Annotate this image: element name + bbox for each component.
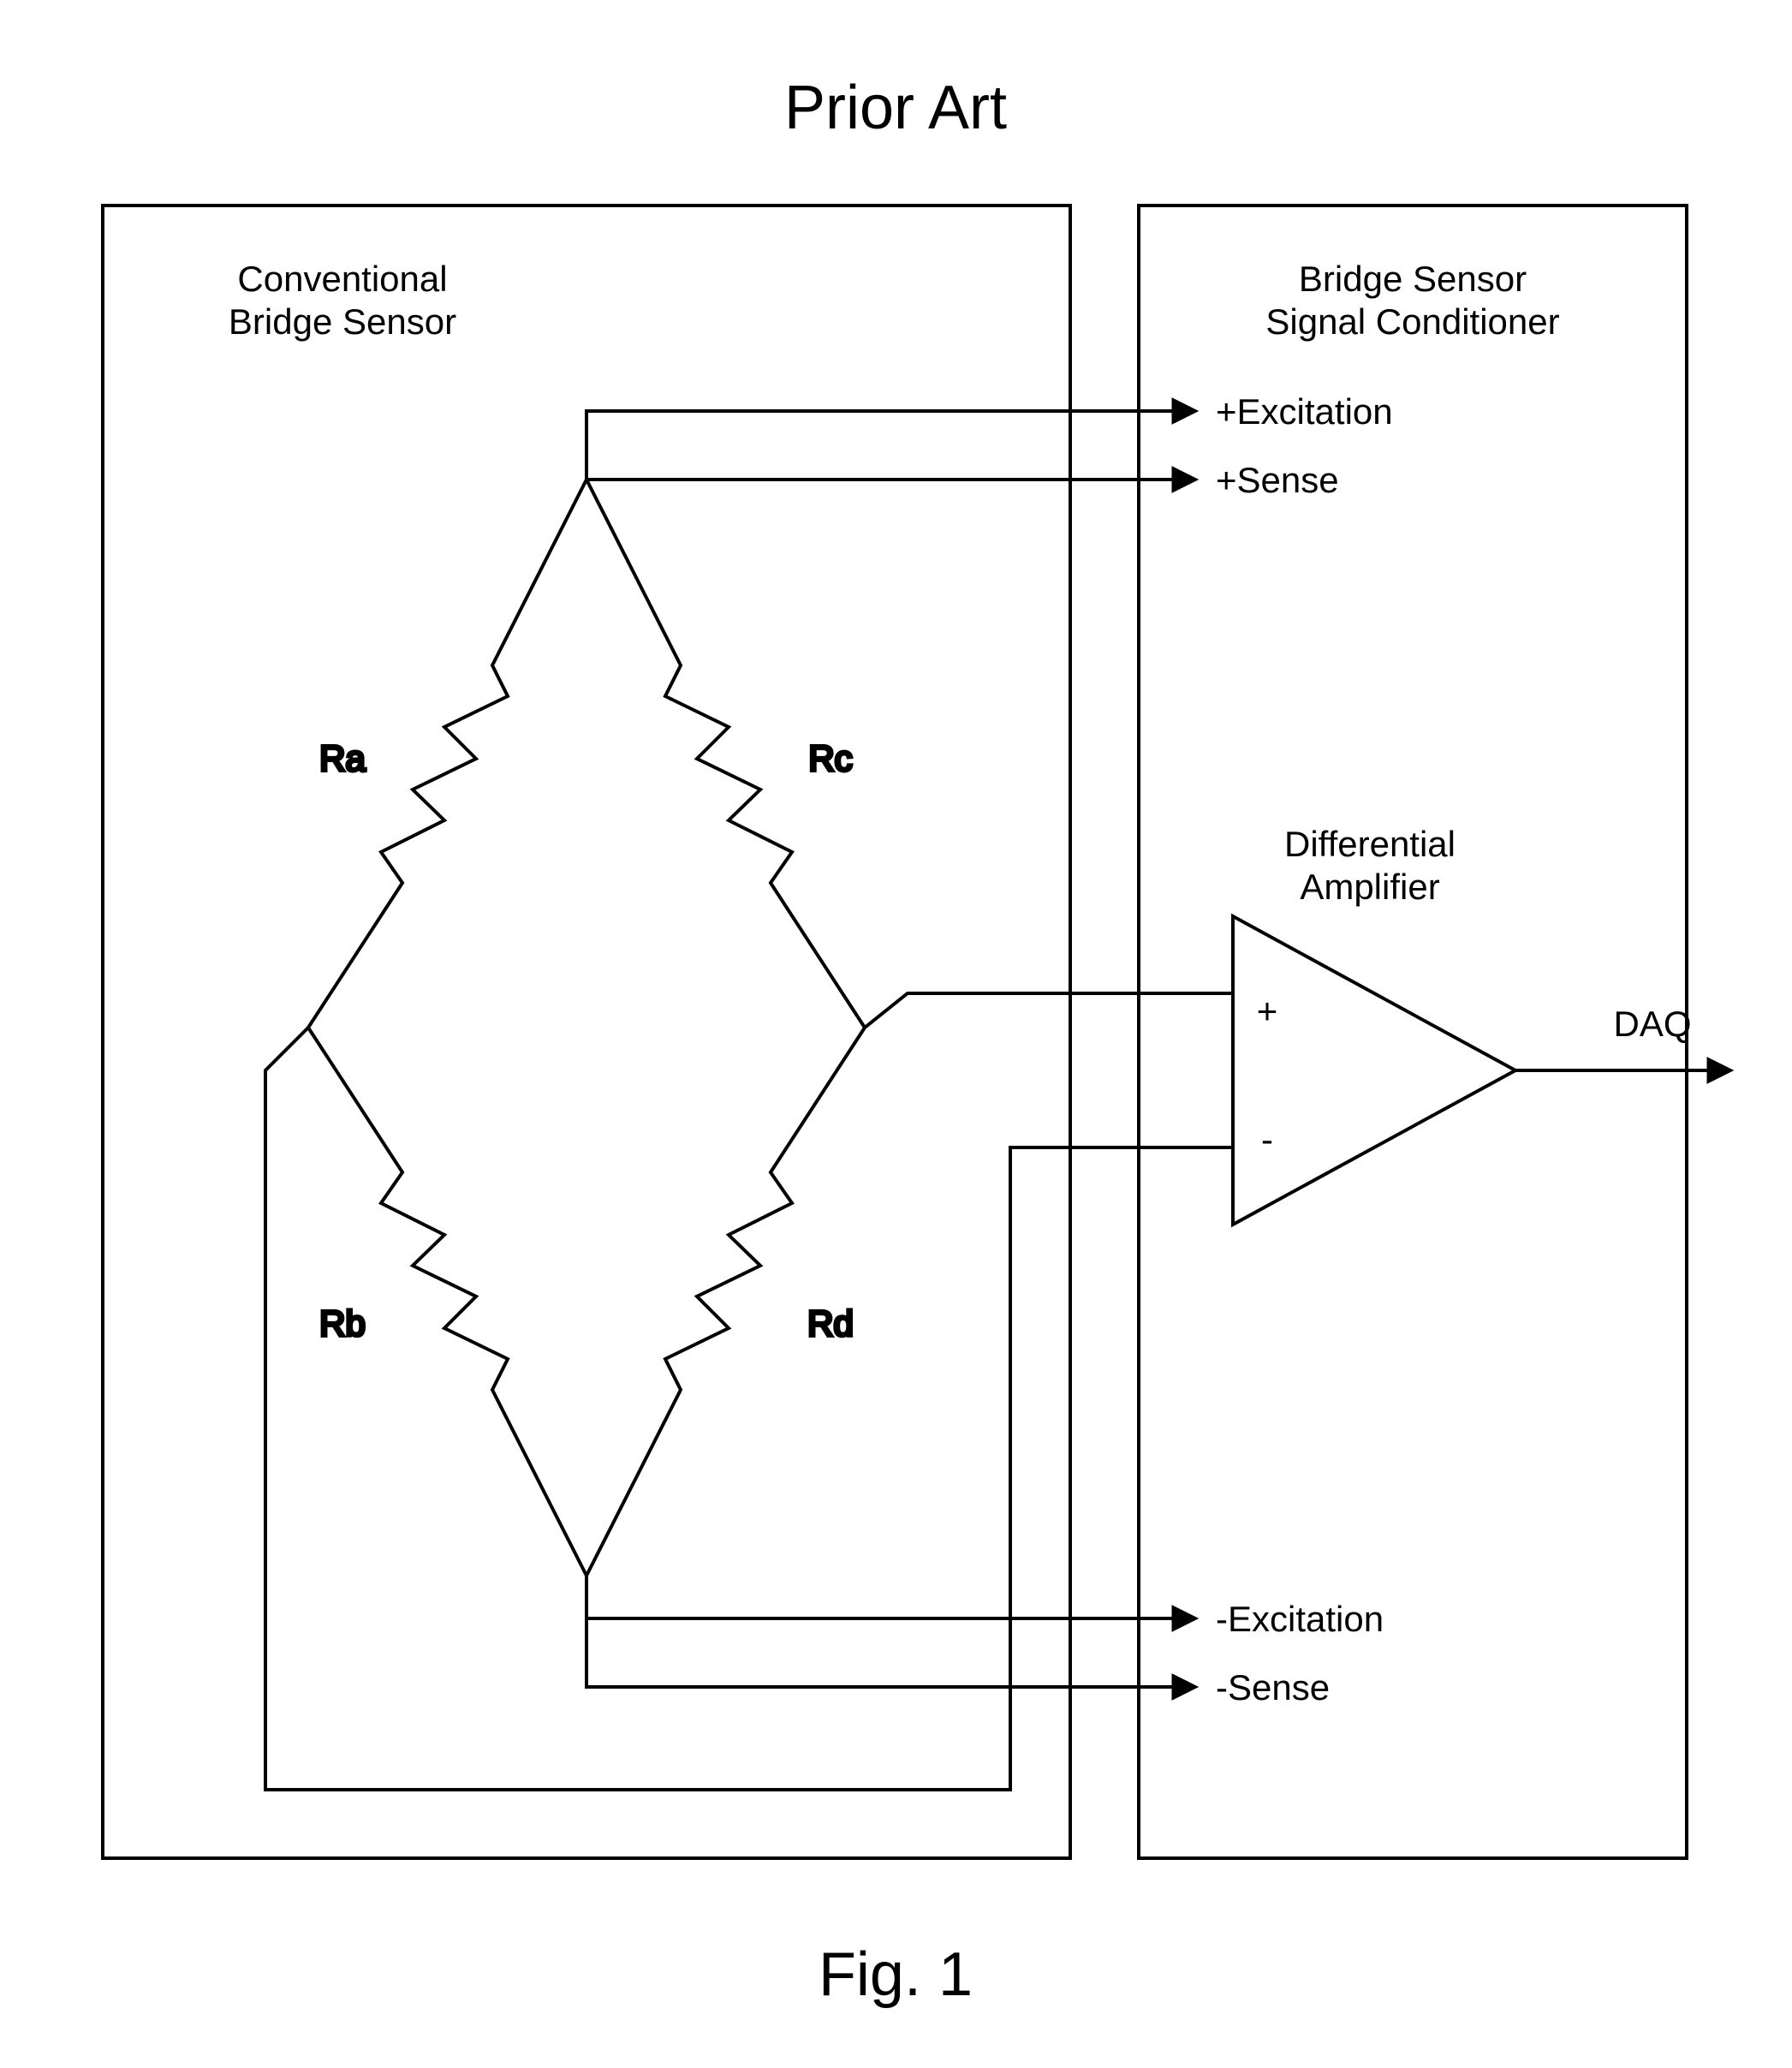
- amp-label-line2: Amplifier: [1300, 867, 1439, 907]
- label-rd: Rd: [807, 1303, 854, 1344]
- top-node-wires: [586, 411, 1194, 480]
- conditioner-header-line1: Bridge Sensor: [1299, 259, 1527, 299]
- label-daq: DAQ: [1613, 1004, 1691, 1044]
- differential-amplifier: + - Differential Amplifier: [1233, 824, 1515, 1225]
- amp-minus-sign: -: [1261, 1119, 1273, 1159]
- label-minus-sense: -Sense: [1216, 1667, 1330, 1707]
- title-prior-art: Prior Art: [784, 74, 1007, 142]
- conditioner-header-line2: Signal Conditioner: [1265, 301, 1559, 342]
- sensor-header-line2: Bridge Sensor: [229, 301, 456, 342]
- wheatstone-bridge: Ra Rc Rb Rd: [308, 480, 865, 1576]
- amp-plus-sign: +: [1257, 991, 1278, 1031]
- label-minus-excitation: -Excitation: [1216, 1599, 1384, 1639]
- label-rc: Rc: [808, 738, 852, 778]
- bottom-node-wires: [586, 1576, 1194, 1687]
- figure-caption: Fig. 1: [819, 1940, 973, 2009]
- wire-amp-plus-input: [865, 993, 1233, 1028]
- diagram-figure: Prior Art Conventional Bridge Sensor Bri…: [0, 0, 1792, 2068]
- sensor-header-line1: Conventional: [237, 259, 447, 299]
- resistor-rb: [308, 1028, 586, 1576]
- wire-amp-minus-input: [265, 1028, 1233, 1790]
- resistor-rd: [586, 1028, 865, 1576]
- label-plus-sense: +Sense: [1216, 460, 1339, 500]
- label-plus-excitation: +Excitation: [1216, 391, 1393, 432]
- amp-label-line1: Differential: [1284, 824, 1456, 864]
- label-rb: Rb: [319, 1303, 366, 1344]
- label-ra: Ra: [319, 738, 366, 778]
